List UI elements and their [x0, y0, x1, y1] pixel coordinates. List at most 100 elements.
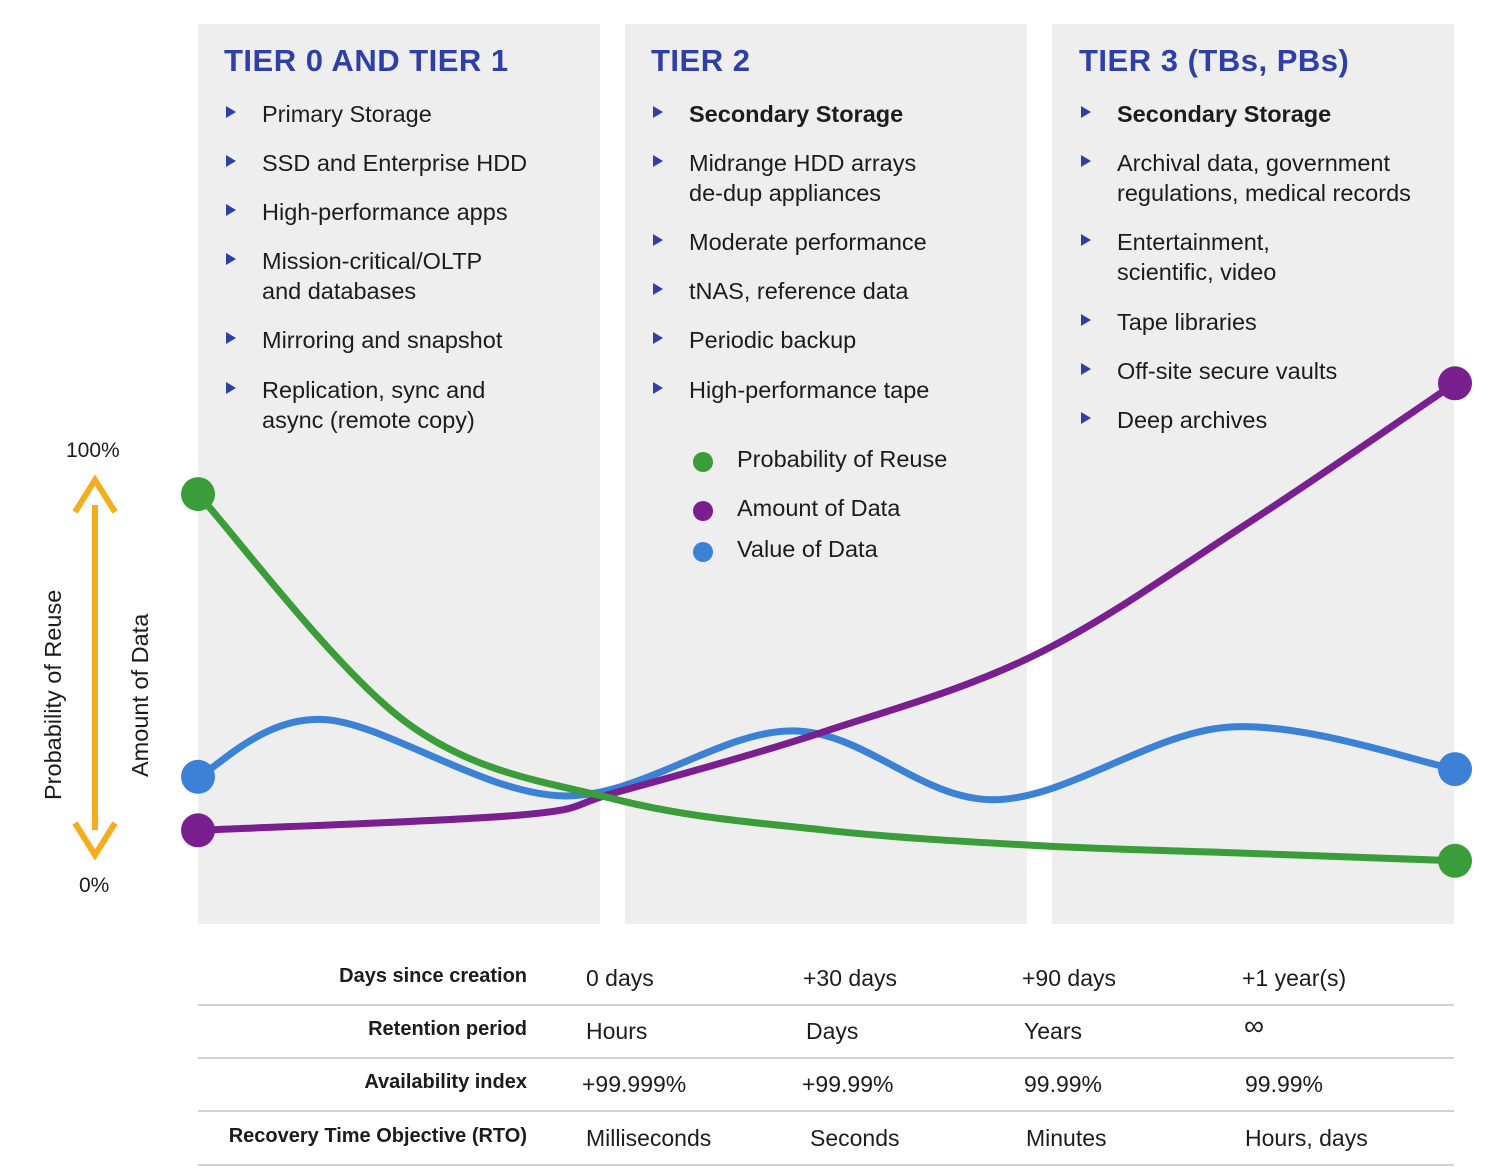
- list-item: Periodic backup: [653, 325, 856, 355]
- y-axis-label-probability: Probability of Reuse: [40, 589, 66, 800]
- y-axis-arrow: [72, 474, 118, 861]
- endpoint-end-amount-of-data: [1438, 366, 1472, 401]
- table-row: Availability index +99.999% +99.99% 99.9…: [198, 1059, 1454, 1112]
- table-cell: 0 days: [586, 965, 654, 991]
- legend-swatch-purple: [693, 501, 713, 521]
- bullet-arrow-icon: [1081, 155, 1091, 167]
- list-item-text: High-performance apps: [262, 199, 508, 225]
- list-item: Primary Storage: [226, 99, 432, 129]
- bullet-arrow-icon: [1081, 106, 1091, 118]
- table-cell: +99.999%: [582, 1071, 687, 1097]
- list-item-text: Primary Storage: [262, 101, 432, 127]
- tier-0-1-title: TIER 0 AND TIER 1: [224, 43, 509, 78]
- endpoint-start-value-of-data: [181, 759, 215, 794]
- row-header: Days since creation: [339, 965, 527, 987]
- table-cell: Days: [806, 1018, 859, 1044]
- bullet-arrow-icon: [226, 253, 236, 265]
- bullet-arrow-icon: [1081, 412, 1091, 424]
- table-row: Retention period Hours Days Years ∞: [198, 1006, 1454, 1059]
- y-tick-100: 100%: [66, 439, 120, 462]
- series-line-amount-of-data: [194, 379, 1459, 834]
- legend-swatch-green: [693, 452, 713, 472]
- bullet-arrow-icon: [1081, 363, 1091, 375]
- tier-3-title: TIER 3 (TBs, PBs): [1079, 43, 1350, 78]
- bullet-arrow-icon: [653, 332, 663, 344]
- y-axis-arrow-head-up: [72, 474, 118, 514]
- list-item: Moderate performance: [653, 227, 927, 257]
- list-item: High-performance tape: [653, 375, 929, 405]
- table-cell: 99.99%: [1024, 1071, 1103, 1097]
- list-item: tNAS, reference data: [653, 276, 908, 306]
- list-item: Mission-critical/OLTP and databases: [226, 246, 482, 306]
- list-item: Deep archives: [1081, 405, 1267, 435]
- list-item-text: scientific, video: [1117, 259, 1277, 285]
- row-header: Recovery Time Objective (RTO): [228, 1125, 527, 1147]
- tier-2-title: TIER 2: [651, 43, 751, 78]
- list-item-text: tNAS, reference data: [689, 278, 909, 304]
- list-item-text: Mirroring and snapshot: [262, 327, 503, 353]
- table-cell: ∞: [1244, 1010, 1264, 1041]
- list-item: Mirroring and snapshot: [226, 325, 502, 355]
- list-item-text: Periodic backup: [689, 327, 857, 353]
- table-cell: +99.99%: [802, 1071, 894, 1097]
- list-item-text: Entertainment,: [1117, 229, 1270, 255]
- table-cell: +30 days: [803, 965, 897, 991]
- list-item: SSD and Enterprise HDD: [226, 148, 527, 178]
- bullet-arrow-icon: [653, 283, 663, 295]
- legend-label: Amount of Data: [737, 495, 901, 521]
- table-cell: +90 days: [1022, 965, 1116, 991]
- list-item-text: Moderate performance: [689, 229, 927, 255]
- bullet-arrow-icon: [226, 204, 236, 216]
- row-divider: [198, 1057, 1454, 1059]
- table-row: Recovery Time Objective (RTO) Millisecon…: [198, 1113, 1454, 1166]
- endpoint-end-probability-of-reuse: [1438, 843, 1472, 878]
- endpoint-start-probability-of-reuse: [181, 477, 215, 512]
- list-item: Archival data, government regulations, me…: [1081, 148, 1411, 208]
- list-item: Secondary Storage: [653, 99, 903, 129]
- table-cell: Seconds: [810, 1125, 900, 1151]
- table-cell: Hours, days: [1245, 1125, 1368, 1151]
- y-axis-arrow-head-down: [72, 821, 118, 861]
- bullet-arrow-icon: [653, 106, 663, 118]
- endpoint-start-amount-of-data: [181, 813, 215, 848]
- row-header: Availability index: [364, 1071, 527, 1093]
- list-item-text: Secondary Storage: [1117, 101, 1332, 127]
- bullet-arrow-icon: [226, 106, 236, 118]
- list-item-text: Archival data, government: [1117, 150, 1391, 176]
- row-header: Retention period: [368, 1018, 527, 1040]
- table-row: Days since creation 0 days +30 days +90 …: [198, 953, 1454, 1006]
- list-item-text: High-performance tape: [689, 377, 930, 403]
- list-item-text: Off-site secure vaults: [1117, 358, 1338, 384]
- table-cell: Years: [1024, 1018, 1082, 1044]
- list-item: Midrange HDD arrays de-dup appliances: [653, 148, 916, 208]
- list-item-text: Secondary Storage: [689, 101, 904, 127]
- row-divider: [198, 1110, 1454, 1112]
- series-line-probability-of-reuse: [194, 490, 1459, 865]
- list-item: Replication, sync and async (remote copy): [226, 375, 485, 435]
- list-item-text: SSD and Enterprise HDD: [262, 150, 528, 176]
- series-line-value-of-data: [194, 715, 1459, 804]
- list-item: Tape libraries: [1081, 307, 1257, 337]
- table-cell: Milliseconds: [586, 1125, 712, 1151]
- tier-3-panel: [1052, 24, 1454, 924]
- list-item-text: and databases: [262, 278, 417, 304]
- bullet-arrow-icon: [1081, 234, 1091, 246]
- list-item-text: de-dup appliances: [689, 180, 882, 206]
- endpoint-end-value-of-data: [1438, 752, 1472, 787]
- bullet-arrow-icon: [653, 382, 663, 394]
- legend-swatch-blue: [693, 542, 713, 562]
- tier-0-1-panel: [198, 24, 600, 924]
- y-tick-0: 0%: [79, 874, 110, 897]
- list-item: High-performance apps: [226, 197, 508, 227]
- legend-label: Probability of Reuse: [737, 446, 948, 472]
- bullet-arrow-icon: [226, 155, 236, 167]
- legend-label: Value of Data: [737, 536, 878, 562]
- list-item-text: Tape libraries: [1117, 309, 1257, 335]
- bullet-arrow-icon: [1081, 314, 1091, 326]
- bullet-arrow-icon: [226, 332, 236, 344]
- list-item-text: regulations, medical records: [1117, 180, 1411, 206]
- list-item-text: Midrange HDD arrays: [689, 150, 917, 176]
- bullet-arrow-icon: [653, 234, 663, 246]
- table-cell: +1 year(s): [1242, 965, 1347, 991]
- row-divider: [198, 1004, 1454, 1006]
